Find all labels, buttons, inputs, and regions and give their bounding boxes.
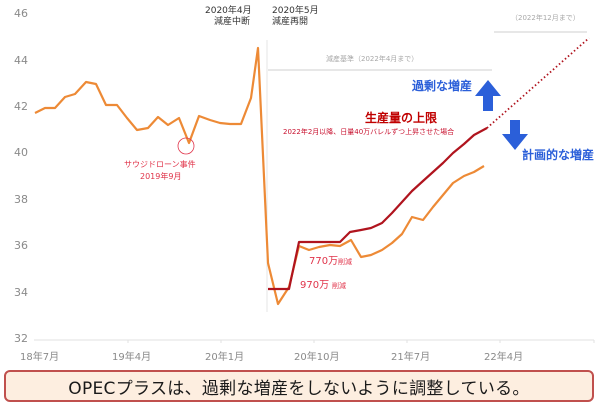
x-tick: 22年4月 [484, 350, 523, 363]
cut770-number: 770万 [309, 256, 338, 267]
baseline-dec2022-label: （2022年12月まで） [511, 13, 580, 22]
x-tick: 18年7月 [20, 350, 59, 363]
production-line [34, 46, 485, 306]
y-tick: 38 [14, 193, 28, 206]
cut970-number: 970万 [300, 280, 329, 291]
cut770-label: 削減 [338, 257, 352, 266]
y-tick: 42 [14, 100, 28, 113]
x-tick: 20年10月 [294, 350, 339, 363]
summary-banner: OPECプラスは、過剰な増産をしないように調整している。 [4, 370, 594, 402]
arrow-down-icon [502, 120, 528, 150]
y-tick: 36 [14, 239, 28, 252]
planned-increase-label: 計画的な増産 [522, 147, 594, 162]
cap-title: 生産量の上限 [365, 110, 437, 125]
drone-event-label: サウジドローン事件 [124, 159, 196, 169]
x-tick-marks [127, 340, 595, 343]
excess-increase-label: 過剰な増産 [411, 78, 472, 93]
y-axis: 46 44 42 40 38 36 34 32 [14, 7, 28, 345]
y-tick: 34 [14, 286, 28, 299]
may2020-label: 減産再開 [272, 15, 308, 27]
y-tick: 46 [14, 7, 28, 20]
x-tick: 19年4月 [112, 350, 151, 363]
production-cap-line [268, 127, 488, 291]
baseline-apr2022-label: 減産基準（2022年4月まで） [326, 54, 418, 63]
drone-event-date: 2019年9月 [140, 171, 181, 181]
x-tick: 20年1月 [205, 350, 244, 363]
x-tick: 21年7月 [391, 350, 430, 363]
summary-text: OPECプラスは、過剰な増産をしないように調整している。 [68, 378, 530, 399]
drone-event-marker [177, 137, 195, 155]
cap-note: 2022年2月以降、日量40万バレルずつ上昇させた場合 [283, 127, 454, 136]
apr2020-label: 減産中断 [214, 15, 250, 27]
y-tick: 44 [14, 54, 28, 67]
arrow-up-icon [475, 80, 501, 111]
cut970-label: 削減 [332, 281, 346, 290]
apr2020-date: 2020年4月 [205, 4, 252, 16]
may2020-date: 2020年5月 [272, 4, 319, 16]
y-tick: 32 [14, 332, 28, 345]
y-tick: 40 [14, 146, 28, 159]
x-axis: 18年7月 19年4月 20年1月 20年10月 21年7月 22年4月 [20, 350, 523, 363]
production-cap-projection [486, 37, 590, 129]
